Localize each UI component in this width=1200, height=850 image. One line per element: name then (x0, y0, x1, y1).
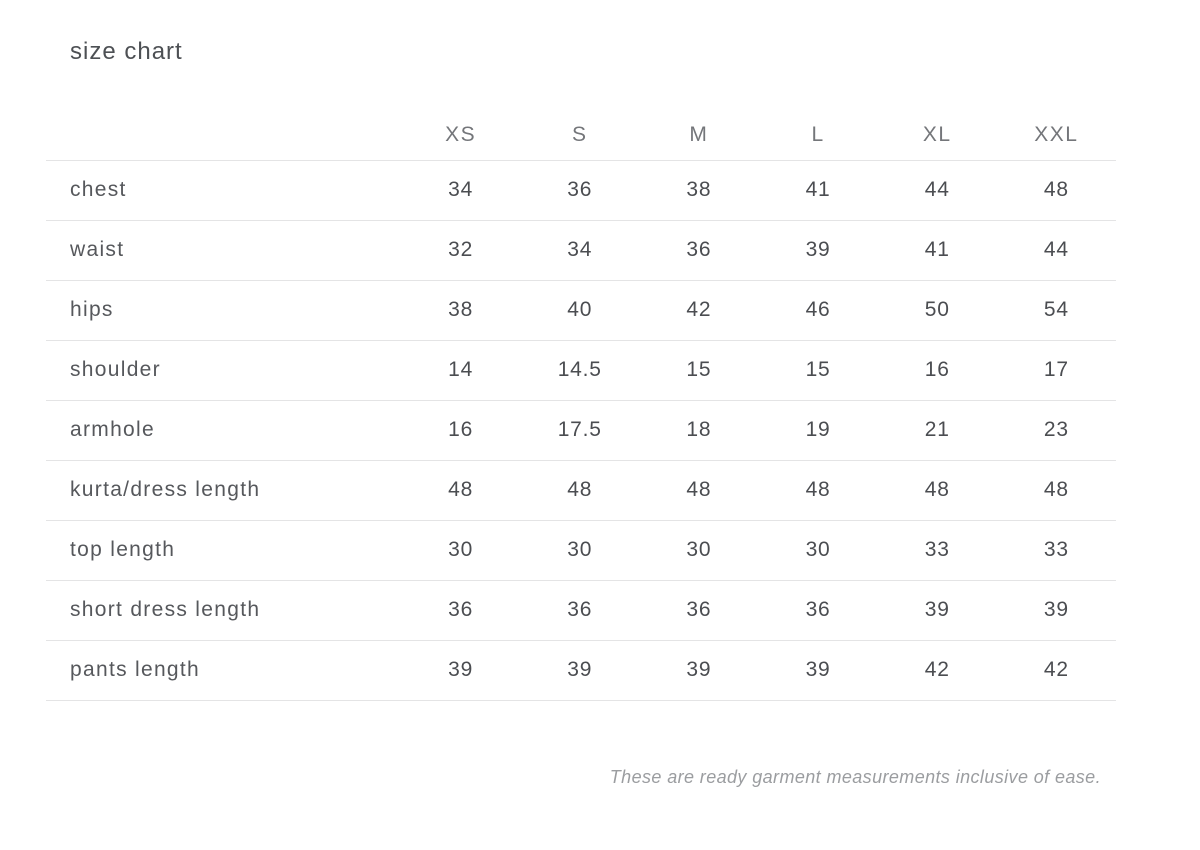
cell: 54 (996, 280, 1116, 341)
cell: 17.5 (520, 400, 640, 461)
cell: 17 (996, 340, 1116, 401)
table-row-kurta-dress-length: kurta/dress length 48 48 48 48 48 48 (46, 460, 1116, 521)
row-label: top length (46, 520, 401, 581)
cell: 50 (877, 280, 997, 341)
row-label: waist (46, 220, 401, 281)
column-header-s: S (520, 111, 640, 161)
table-row-hips: hips 38 40 42 46 50 54 (46, 280, 1116, 341)
cell: 33 (877, 520, 997, 581)
cell: 21 (877, 400, 997, 461)
cell: 15 (639, 340, 759, 401)
column-header-m: M (639, 111, 759, 161)
cell: 48 (401, 460, 521, 521)
cell: 30 (520, 520, 640, 581)
table-body: chest 34 36 38 41 44 48 waist 32 34 36 3… (46, 160, 1116, 701)
cell: 39 (520, 640, 640, 701)
cell: 15 (758, 340, 878, 401)
cell: 42 (996, 640, 1116, 701)
cell: 44 (996, 220, 1116, 281)
table-row-waist: waist 32 34 36 39 41 44 (46, 220, 1116, 281)
cell: 32 (401, 220, 521, 281)
cell: 44 (877, 160, 997, 221)
cell: 38 (401, 280, 521, 341)
cell: 14.5 (520, 340, 640, 401)
table-row-short-dress-length: short dress length 36 36 36 36 39 39 (46, 580, 1116, 641)
table-row-pants-length: pants length 39 39 39 39 42 42 (46, 640, 1116, 701)
cell: 48 (520, 460, 640, 521)
cell: 36 (639, 220, 759, 281)
cell: 16 (877, 340, 997, 401)
cell: 36 (520, 160, 640, 221)
row-label: short dress length (46, 580, 401, 641)
cell: 39 (639, 640, 759, 701)
size-chart-section: size chart XS S M L XL XXL chest 34 36 3… (46, 0, 1116, 788)
cell: 48 (639, 460, 759, 521)
cell: 42 (877, 640, 997, 701)
row-label: armhole (46, 400, 401, 461)
cell: 36 (401, 580, 521, 641)
cell: 23 (996, 400, 1116, 461)
cell: 39 (758, 220, 878, 281)
cell: 36 (520, 580, 640, 641)
cell: 30 (401, 520, 521, 581)
cell: 39 (758, 640, 878, 701)
cell: 38 (639, 160, 759, 221)
cell: 19 (758, 400, 878, 461)
column-header-xl: XL (877, 111, 997, 161)
cell: 39 (996, 580, 1116, 641)
cell: 48 (996, 160, 1116, 221)
header-row: XS S M L XL XXL (46, 111, 1116, 161)
table-row-top-length: top length 30 30 30 30 33 33 (46, 520, 1116, 581)
table-row-chest: chest 34 36 38 41 44 48 (46, 160, 1116, 221)
cell: 30 (758, 520, 878, 581)
cell: 39 (877, 580, 997, 641)
table-row-shoulder: shoulder 14 14.5 15 15 16 17 (46, 340, 1116, 401)
page-title: size chart (70, 38, 183, 65)
column-header-xxl: XXL (996, 111, 1116, 161)
cell: 40 (520, 280, 640, 341)
cell: 46 (758, 280, 878, 341)
column-header-l: L (758, 111, 878, 161)
cell: 48 (877, 460, 997, 521)
cell: 36 (758, 580, 878, 641)
cell: 34 (520, 220, 640, 281)
column-header-xs: XS (401, 111, 521, 161)
cell: 36 (639, 580, 759, 641)
cell: 33 (996, 520, 1116, 581)
table-row-armhole: armhole 16 17.5 18 19 21 23 (46, 400, 1116, 461)
cell: 16 (401, 400, 521, 461)
cell: 41 (877, 220, 997, 281)
row-label: shoulder (46, 340, 401, 401)
size-chart-table: XS S M L XL XXL chest 34 36 38 41 44 48 … (46, 111, 1116, 701)
cell: 48 (758, 460, 878, 521)
cell: 14 (401, 340, 521, 401)
cell: 48 (996, 460, 1116, 521)
row-label: hips (46, 280, 401, 341)
cell: 41 (758, 160, 878, 221)
cell: 34 (401, 160, 521, 221)
cell: 30 (639, 520, 759, 581)
table-header: XS S M L XL XXL (46, 111, 1116, 161)
header-spacer (46, 111, 401, 161)
row-label: pants length (46, 640, 401, 701)
cell: 18 (639, 400, 759, 461)
cell: 42 (639, 280, 759, 341)
row-label: kurta/dress length (46, 460, 401, 521)
measurements-footnote: These are ready garment measurements inc… (609, 766, 1101, 787)
row-label: chest (46, 160, 401, 221)
cell: 39 (401, 640, 521, 701)
